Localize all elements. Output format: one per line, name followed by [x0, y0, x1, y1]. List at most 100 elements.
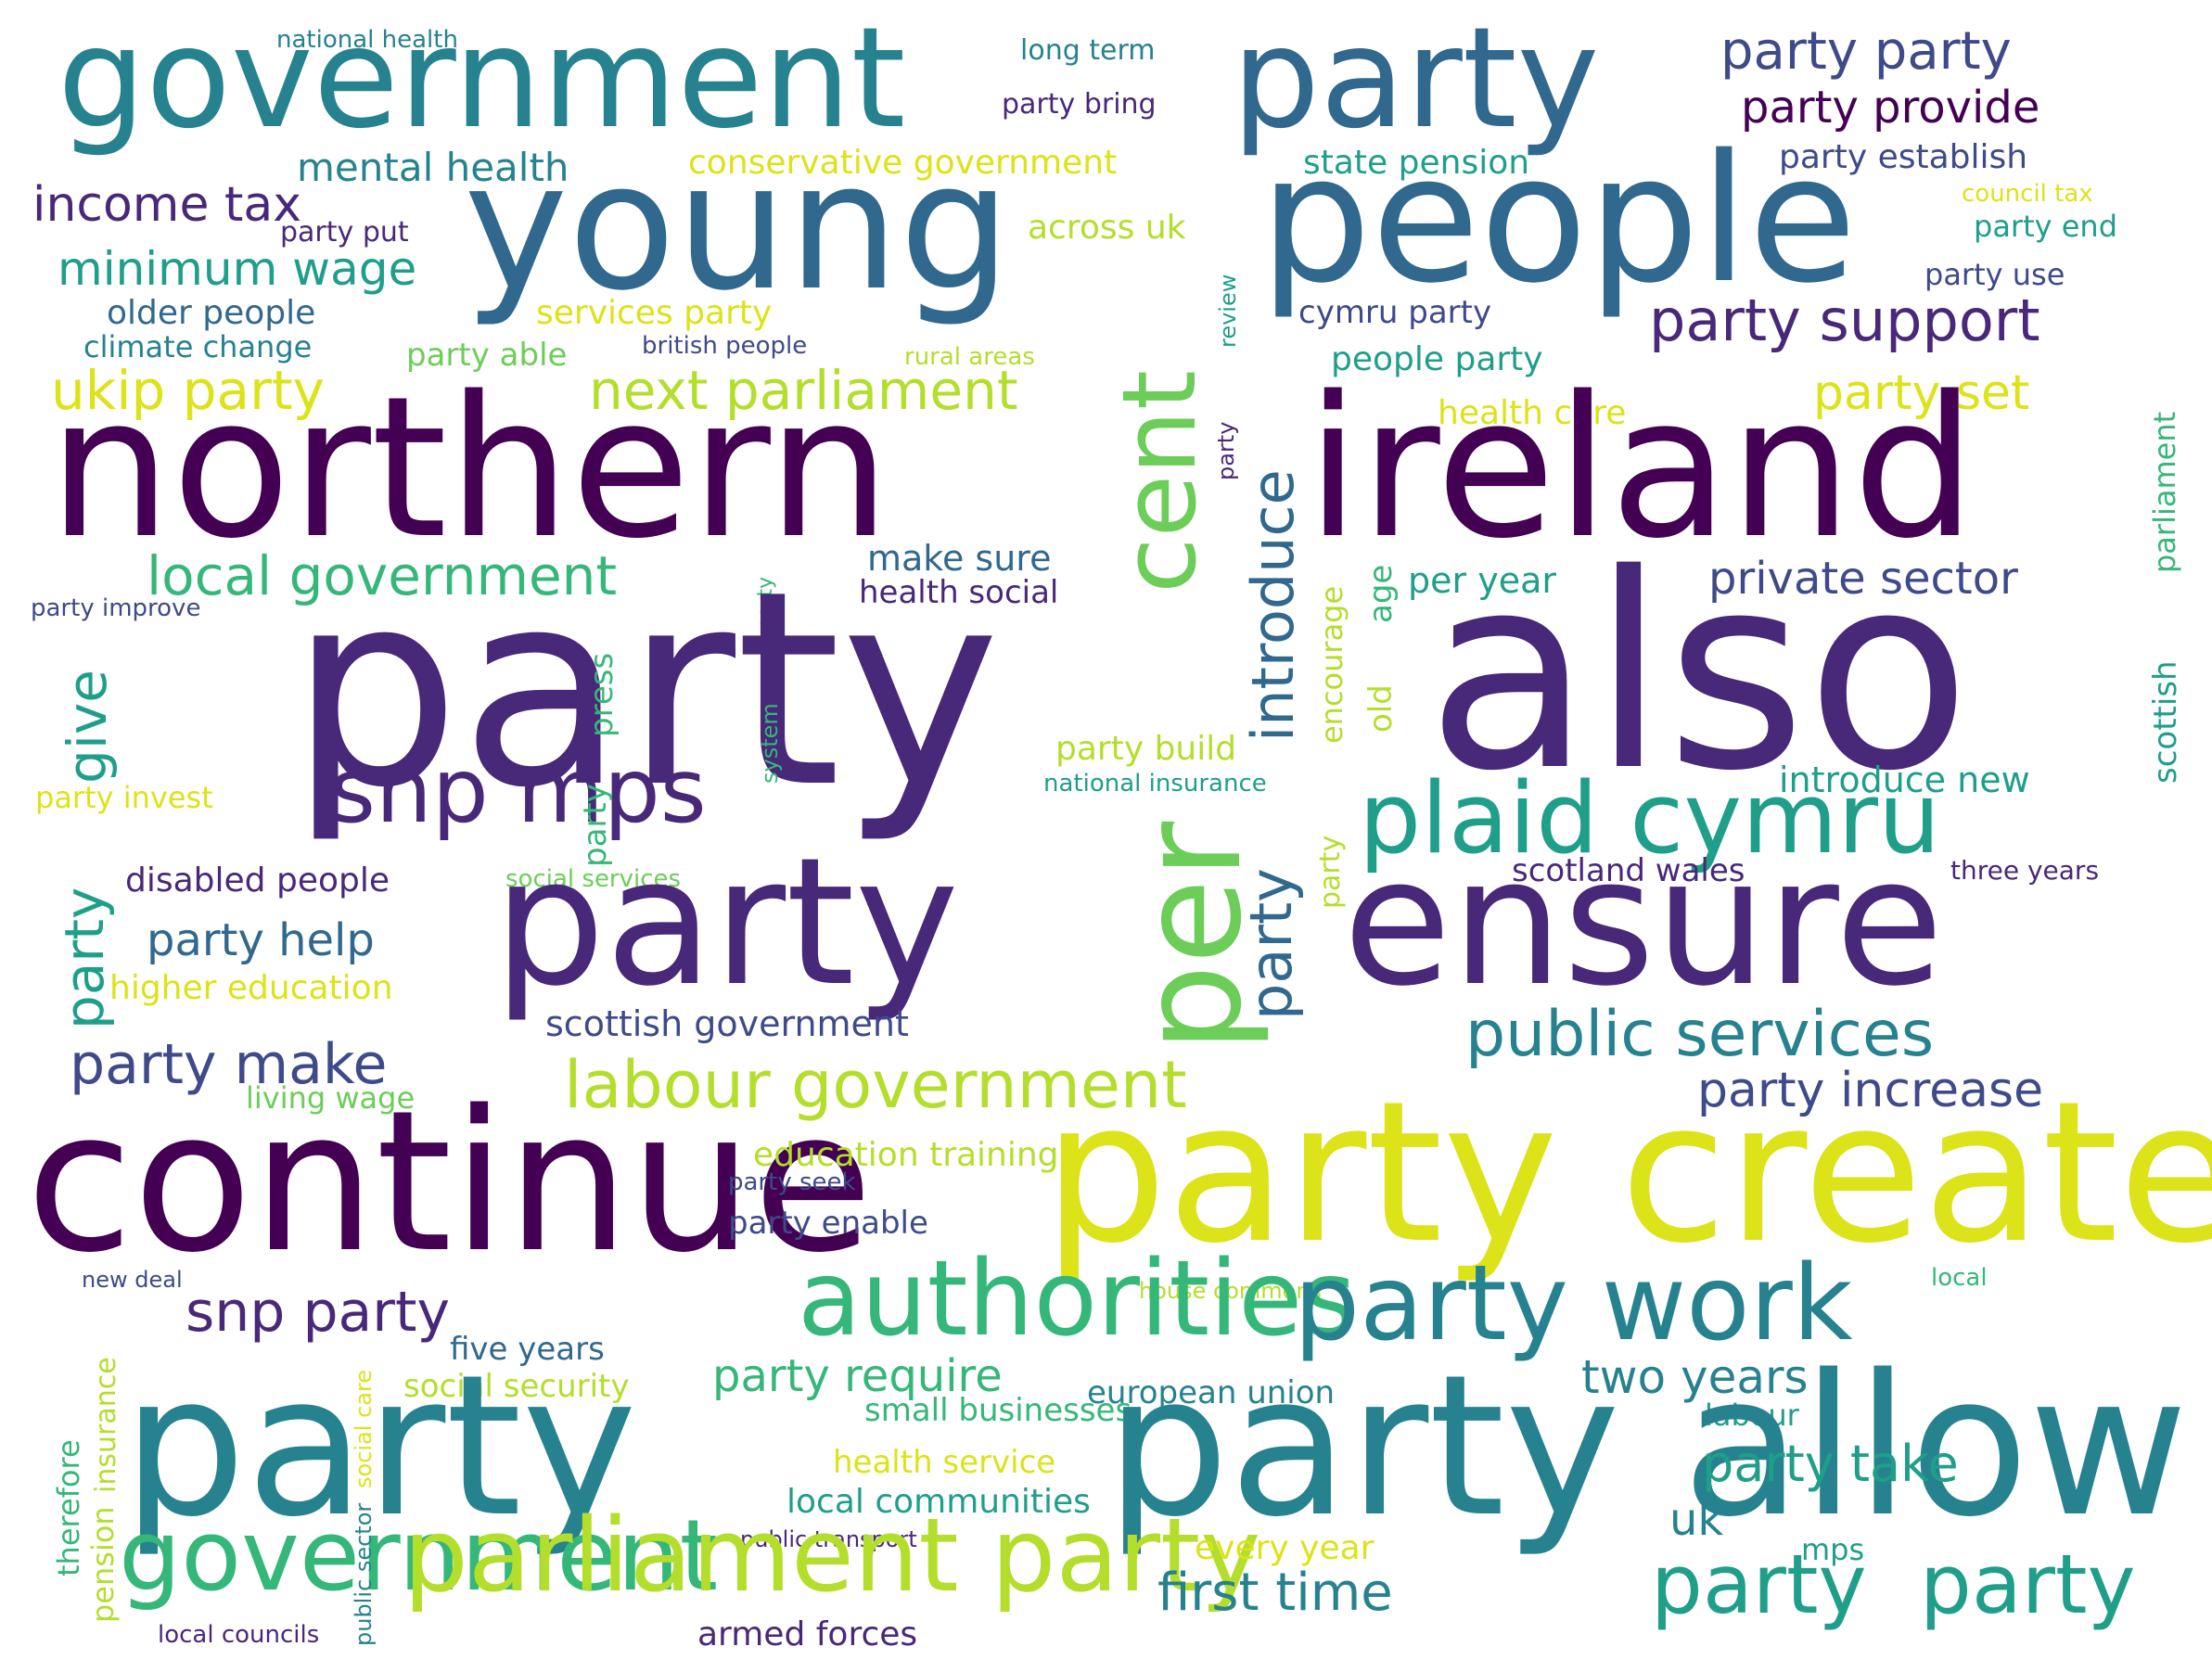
word: private sector [1708, 553, 2018, 605]
word: give [56, 670, 119, 784]
word: uk [1669, 1494, 1724, 1546]
word: party [493, 820, 960, 1025]
word: party [289, 534, 1001, 847]
word: next parliament [589, 359, 1018, 422]
word: party [122, 1333, 637, 1560]
word: party increase [1697, 1063, 2044, 1118]
word: press [583, 652, 620, 737]
word: party invest [35, 780, 213, 815]
word: party make [70, 1032, 388, 1097]
word: across uk [1028, 209, 1186, 247]
word: two years [1581, 1350, 1809, 1404]
word: party support [1649, 287, 2040, 354]
word: mps [1801, 1532, 1865, 1567]
word: health care [1438, 394, 1627, 432]
word: old [1362, 684, 1400, 733]
word: pension [85, 1506, 121, 1623]
word: party take [1702, 1435, 1959, 1493]
word: british people [642, 332, 808, 360]
word: scottish [2147, 660, 2184, 784]
word: labour [1705, 1398, 1799, 1433]
word: education training [753, 1136, 1059, 1174]
word: new deal [82, 1267, 183, 1293]
word: health social [859, 574, 1059, 611]
word: people [1259, 117, 1858, 322]
word: snp party [185, 1280, 450, 1345]
word: party bring [1002, 88, 1157, 121]
word: government [119, 1499, 719, 1613]
word: party party [1720, 21, 2012, 82]
word: party [1651, 1537, 1867, 1632]
word: services party [536, 294, 773, 332]
word: party require [712, 1350, 1003, 1402]
word: mental health [297, 145, 569, 190]
word: house commons [1139, 1278, 1323, 1304]
word: authorities [798, 1239, 1357, 1359]
word: social security [403, 1368, 630, 1405]
word: government [58, 0, 906, 160]
word: ireland [1306, 354, 1976, 581]
word: introduce new [1779, 759, 2030, 800]
word: party establish [1779, 138, 2028, 176]
word: conservative government [688, 144, 1118, 182]
word: scotland wales [1512, 852, 1745, 889]
word: age [1362, 564, 1400, 623]
word: northern [48, 354, 891, 581]
word: party build [1055, 730, 1237, 768]
word: per [1111, 821, 1272, 1053]
word: european union [1087, 1374, 1336, 1411]
word: also [1426, 517, 1971, 830]
word: long term [1020, 34, 1156, 67]
word: parliament party [403, 1496, 1261, 1615]
word: higher education [109, 969, 393, 1007]
word: party use [1924, 257, 2065, 292]
word: income tax [32, 177, 302, 233]
word: scottish government [545, 1003, 909, 1044]
word: state pension [1303, 144, 1530, 182]
word: insurance [90, 1357, 122, 1493]
word: local government [147, 544, 618, 607]
word: parliament [2147, 411, 2182, 573]
word: system [757, 703, 783, 784]
word: party improve [31, 594, 201, 622]
word: therefore [51, 1439, 86, 1576]
word: party [1213, 421, 1239, 480]
word: party able [406, 337, 568, 374]
word: three years [1950, 855, 2100, 886]
word: armed forces [697, 1615, 918, 1653]
word: ukip party [51, 359, 325, 422]
word: living wage [246, 1080, 416, 1116]
word: five years [450, 1331, 605, 1368]
word: local [1931, 1264, 1988, 1292]
word: local councils [158, 1621, 320, 1649]
word: national insurance [1043, 770, 1267, 798]
word: ensure [1343, 820, 1944, 1025]
word: local communities [786, 1483, 1091, 1521]
word: cymru party [1298, 294, 1492, 331]
word: party work [1294, 1244, 1853, 1364]
word: party put [280, 216, 409, 249]
word: public sector [351, 1502, 377, 1646]
word: people party [1331, 340, 1543, 378]
word: review [1215, 274, 1241, 348]
word: continue [26, 1068, 874, 1295]
word: council tax [1962, 180, 2093, 208]
word: public services [1465, 998, 1935, 1071]
word: young [464, 124, 1012, 329]
word: party help [147, 914, 375, 966]
word: party [1920, 1537, 2136, 1632]
word: party enable [728, 1205, 928, 1242]
word: party seek [728, 1168, 856, 1196]
word: health service [833, 1444, 1056, 1481]
word: older people [107, 294, 316, 332]
word: national health [276, 26, 458, 54]
word: disabled people [125, 862, 390, 900]
word: make sure [867, 538, 1052, 579]
word: every year [1195, 1529, 1375, 1567]
word: party [1314, 835, 1347, 909]
word: small businesses [864, 1392, 1132, 1429]
word: minimum wage [58, 242, 417, 296]
word: party end [1974, 209, 2118, 244]
word: encourage [1314, 585, 1349, 744]
word: per year [1408, 560, 1556, 601]
